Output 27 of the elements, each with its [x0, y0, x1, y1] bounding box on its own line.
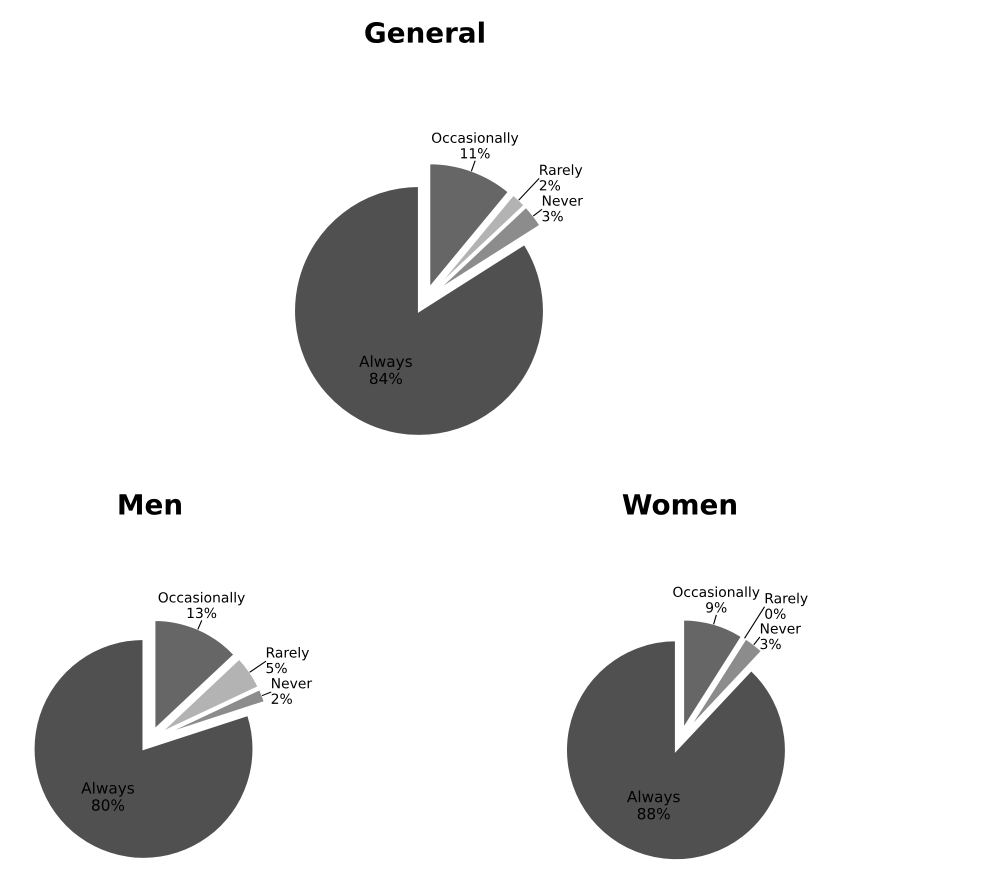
slice-label: Always — [627, 790, 680, 806]
slice-label: Never — [272, 678, 312, 688]
data-label: 3% — [760, 638, 781, 650]
chart-title: Men — [119, 494, 181, 515]
data-label: 5% — [266, 662, 287, 674]
data-label: 13% — [188, 608, 216, 618]
data-label: 2% — [272, 694, 292, 704]
data-label: 3% — [542, 210, 563, 222]
slice-label: Occasionally — [673, 586, 760, 600]
data-label: 80% — [92, 799, 124, 811]
data-label: 9% — [706, 602, 726, 613]
slice-label: Occasionally — [158, 592, 245, 606]
slice-label: Occasionally — [432, 132, 518, 146]
text: 0% — [765, 608, 786, 619]
slice-label: Never — [760, 623, 801, 634]
slice-label: Always — [81, 782, 134, 797]
data-label: 84% — [370, 372, 402, 384]
slice-label: Always — [359, 355, 412, 370]
data-label: 11% — [461, 148, 490, 159]
chart-title: General — [365, 22, 484, 44]
slice-label: Rarely — [540, 164, 582, 178]
category-label: Rarely — [766, 592, 808, 606]
data-label: 88% — [638, 808, 670, 820]
data-label: 2% — [540, 180, 560, 191]
slice-label: Rarely — [266, 646, 309, 660]
chart-title: Women — [622, 494, 736, 515]
slice-label: Never — [542, 196, 583, 206]
